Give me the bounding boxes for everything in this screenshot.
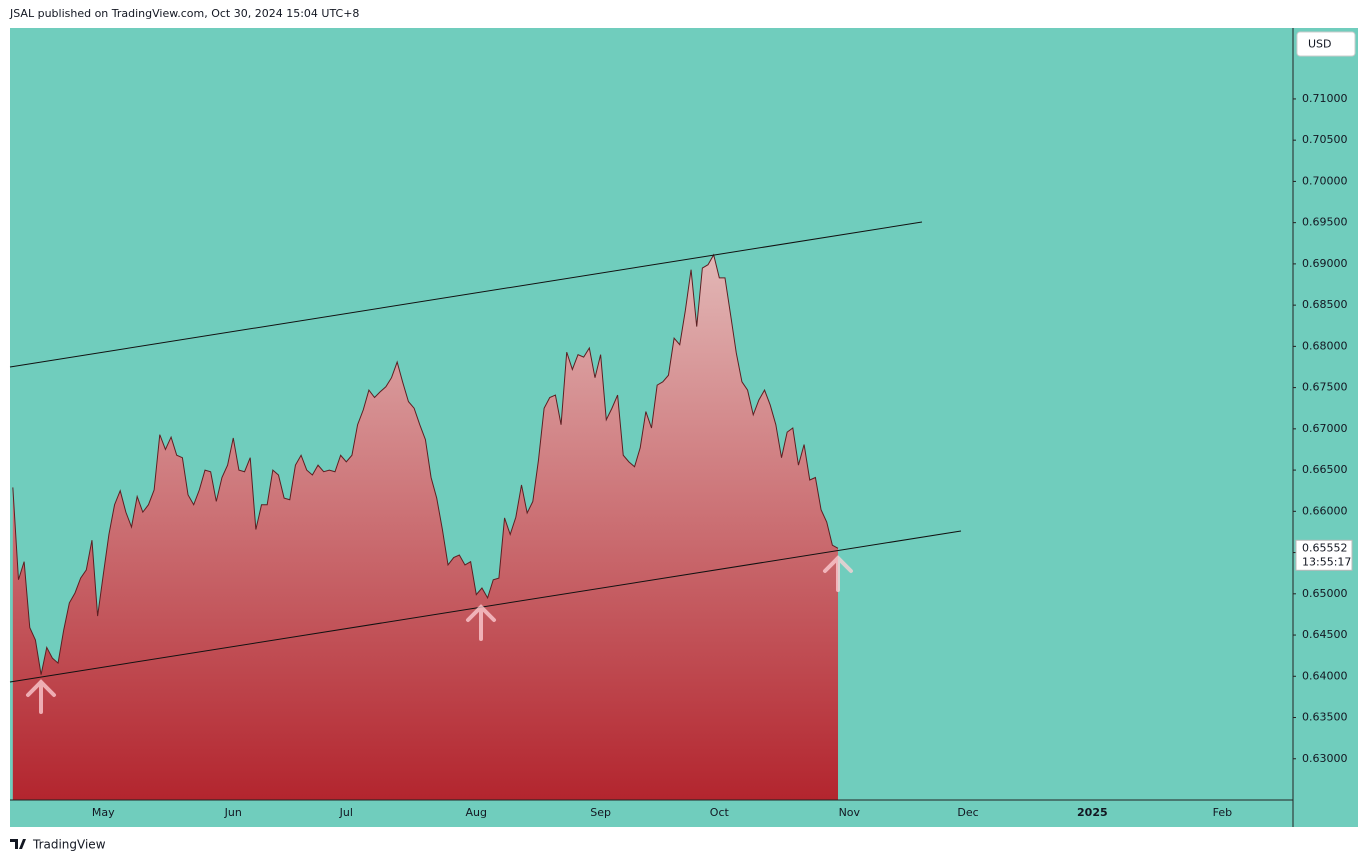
area-fill [12, 254, 839, 800]
arrow [466, 604, 496, 641]
y-tick-label: 0.67000 [1302, 422, 1348, 435]
arrow [26, 679, 56, 714]
price-line [12, 253, 839, 675]
x-tick-label: Jul [339, 806, 353, 819]
y-tick-label: 0.69000 [1302, 257, 1348, 270]
trend-line-upper [9, 221, 923, 368]
y-tick-label: 0.70000 [1302, 174, 1348, 187]
arrows [26, 555, 853, 714]
header: JSAL published on TradingView.com, Oct 3… [9, 7, 359, 20]
y-tick-label: 0.67500 [1302, 381, 1348, 394]
last-price-box [1295, 539, 1353, 571]
brand: TradingView [32, 838, 106, 852]
x-tick-label: 2025 [1077, 806, 1108, 819]
currency-button[interactable] [1296, 31, 1356, 57]
countdown: 13:55:17 [1302, 555, 1351, 568]
y-tick-label: 0.63000 [1302, 752, 1348, 765]
y-tick-label: 0.64000 [1302, 669, 1348, 682]
x-tick-label: Dec [957, 806, 978, 819]
arrow [823, 555, 853, 592]
trend-line-lower [9, 530, 962, 683]
y-tick-label: 0.68000 [1302, 339, 1348, 352]
y-tick-label: 0.66500 [1302, 463, 1348, 476]
y-tick-label: 0.63500 [1302, 711, 1348, 724]
y-tick-label: 0.71000 [1302, 92, 1348, 105]
x-tick-label: Feb [1213, 806, 1232, 819]
x-tick-label: Aug [466, 806, 487, 819]
y-tick-label: 0.65000 [1302, 587, 1348, 600]
currency[interactable]: USD [1308, 38, 1332, 51]
x-tick-label: May [92, 806, 115, 819]
x-tick-label: Sep [590, 806, 611, 819]
y-tick-label: 0.69500 [1302, 216, 1348, 229]
y-tick-label: 0.66000 [1302, 504, 1348, 517]
logo [10, 839, 26, 849]
y-tick-label: 0.68500 [1302, 298, 1348, 311]
y-tick-label: 0.64500 [1302, 628, 1348, 641]
x-tick-label: Jun [224, 806, 242, 819]
x-tick-label: Nov [839, 806, 861, 819]
last-price-label: 0.65552 [1302, 541, 1348, 554]
y-tick-label: 0.70500 [1302, 133, 1348, 146]
x-tick-label: Oct [710, 806, 730, 819]
